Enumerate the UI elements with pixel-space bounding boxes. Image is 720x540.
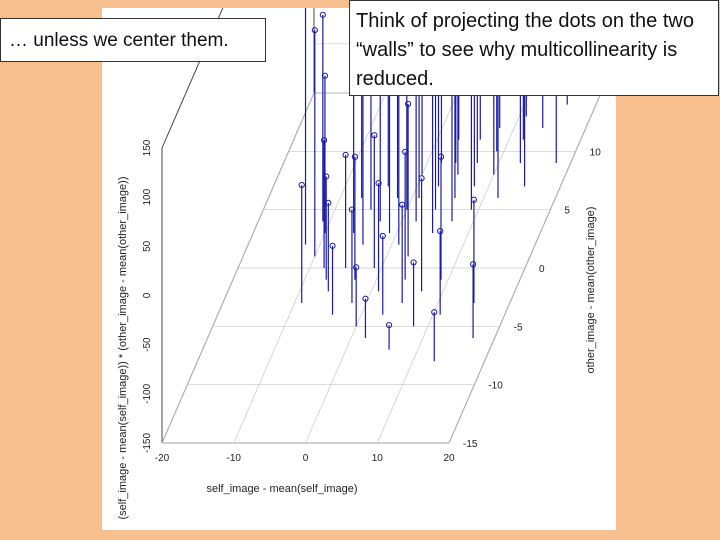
data-point (353, 264, 360, 271)
x-tick-label: 0 (303, 453, 309, 464)
data-point (431, 309, 438, 316)
data-point (371, 132, 378, 139)
data-point (399, 201, 406, 208)
data-point (470, 196, 478, 203)
y-tick-label: 10 (590, 147, 602, 158)
box-edge (161, 8, 224, 149)
x-tick-label: -10 (227, 453, 242, 464)
data-point (418, 175, 425, 182)
data-point (404, 100, 412, 108)
data-point (379, 232, 386, 240)
data-point (323, 173, 330, 180)
callout-left: … unless we center them. (0, 18, 266, 62)
z-tick-label: -50 (142, 337, 153, 352)
data-point (325, 199, 332, 206)
z-tick-label: 150 (142, 139, 153, 156)
y-tick-label: 5 (564, 206, 570, 217)
data-point (437, 227, 444, 235)
x-tick-label: -20 (155, 453, 170, 464)
data-point (410, 259, 417, 266)
data-point (362, 295, 369, 302)
data-point (437, 153, 445, 160)
data-point (342, 151, 349, 159)
z-tick-label: -100 (142, 383, 153, 403)
z-tick-label: 100 (142, 188, 153, 205)
data-point (298, 181, 305, 189)
data-point (329, 242, 336, 249)
data-point (469, 261, 477, 268)
y-axis-label: other_image - mean(other_image) (585, 207, 597, 374)
data-point (319, 11, 326, 18)
y-tick-label: -15 (463, 439, 478, 450)
z-tick-label: -150 (142, 433, 153, 453)
x-tick-label: 10 (372, 453, 384, 464)
x-axis-label: self_image - mean(self_image) (206, 483, 357, 495)
data-point (385, 321, 393, 329)
data-point (375, 180, 382, 187)
z-tick-label: 50 (142, 240, 153, 252)
data-point (351, 153, 359, 160)
data-point (348, 206, 356, 213)
data-point (321, 72, 329, 79)
y-tick-label: -10 (488, 381, 503, 392)
data-point (402, 148, 409, 155)
y-tick-label: -5 (514, 322, 523, 333)
callout-right: Think of projecting the dots on the two … (349, 0, 719, 96)
z-tick-label: 0 (142, 292, 153, 298)
y-tick-label: 0 (539, 264, 545, 275)
data-point (311, 27, 318, 34)
x-tick-label: 20 (443, 453, 455, 464)
z-axis-label: (self_image - mean(self_image)) * (other… (117, 177, 129, 520)
data-point (321, 137, 328, 144)
